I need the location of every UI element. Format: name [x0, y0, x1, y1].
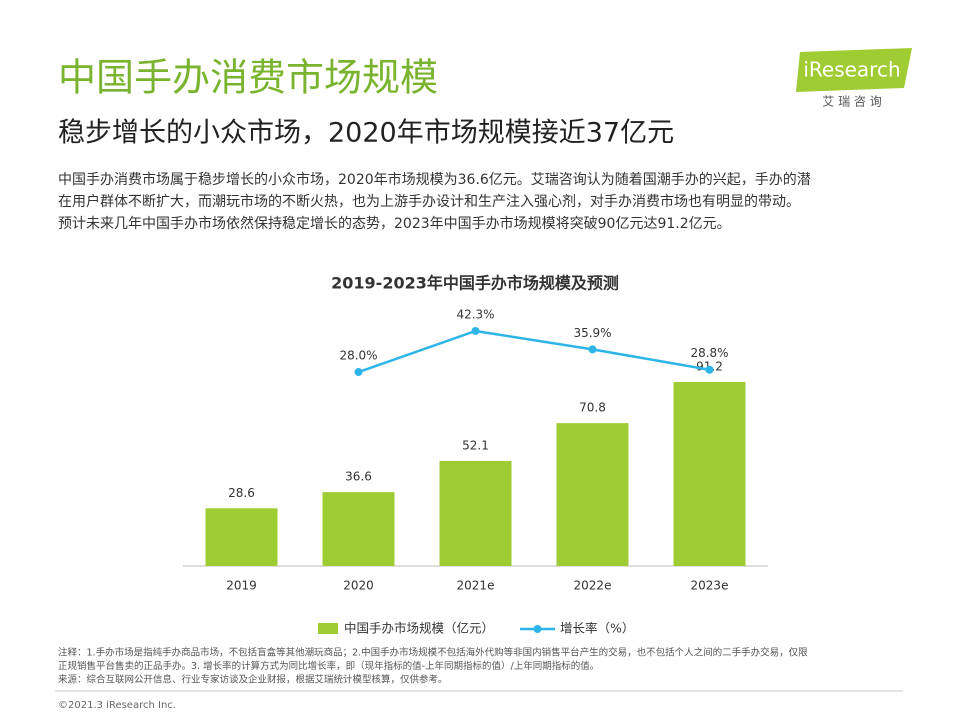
page-title: 中国手办消费市场规模 — [58, 56, 438, 100]
growth-label: 42.3% — [456, 308, 494, 322]
bar — [673, 382, 746, 566]
bar-label: 28.6 — [228, 486, 255, 500]
bar-label: 52.1 — [462, 438, 489, 452]
bar-label: 36.6 — [345, 470, 372, 484]
paragraph-line: 预计未来几年中国手办市场依然保持稳定增长的态势，2023年中国手办市场规模将突破… — [58, 215, 731, 232]
bar — [205, 508, 278, 566]
legend-dot — [533, 625, 542, 633]
bar — [322, 492, 395, 566]
bar — [439, 460, 512, 566]
x-tick-label: 2020 — [343, 579, 374, 593]
note-line: 正规销售平台售卖的正品手办。3. 增长率的计算方式为同比增长率，即（现年指标的值… — [58, 660, 599, 672]
growth-label: 28.8% — [690, 346, 728, 360]
note-line: 来源：综合互联网公开信息、行业专家访谈及企业财报，根据艾瑞统计模型核算，仅供参考… — [58, 674, 448, 686]
bar — [556, 423, 629, 566]
paragraph-line: 中国手办消费市场属于稳步增长的小众市场，2020年市场规模为36.6亿元。艾瑞咨… — [58, 171, 811, 188]
x-tick-label: 2023e — [691, 579, 729, 593]
page-subtitle: 稳步增长的小众市场，2020年市场规模接近37亿元 — [58, 118, 674, 149]
growth-label: 35.9% — [573, 326, 611, 340]
logo-shape — [796, 48, 912, 92]
logo-brand: iResearch — [803, 58, 900, 82]
copyright: ©2021.3 iResearch Inc. — [58, 700, 176, 711]
paragraph-line: 在用户群体不断扩大，而潮玩市场的不断火热，也为上游手办设计和生产注入强心剂，对手… — [58, 193, 800, 210]
paragraph: 中国手办消费市场属于稳步增长的小众市场，2020年市场规模为36.6亿元。艾瑞咨… — [58, 171, 811, 232]
x-tick-label: 2019 — [226, 579, 257, 593]
logo-cn: 艾 瑞 咨 询 — [822, 94, 881, 109]
legend-label: 中国手办市场规模（亿元） — [344, 621, 494, 636]
chart: 201920202021e2022e2023e28.636.652.170.89… — [205, 308, 746, 636]
bar-label: 70.8 — [579, 401, 606, 415]
growth-label: 28.0% — [339, 349, 377, 363]
growth-point — [705, 365, 714, 374]
growth-point — [354, 368, 363, 377]
growth-line — [358, 329, 710, 374]
x-tick-label: 2021e — [457, 579, 495, 593]
x-tick-label: 2022e — [574, 579, 612, 593]
legend-label: 增长率（%） — [560, 621, 634, 636]
chart-title: 2019-2023年中国手办市场规模及预测 — [331, 274, 619, 293]
growth-point — [588, 345, 597, 354]
growth-point — [471, 327, 480, 335]
legend-swatch — [318, 623, 338, 634]
note-line: 注释：1.手办市场是指纯手办商品市场，不包括盲盒等其他潮玩商品；2.中国手办市场… — [58, 647, 808, 659]
notes: 注释：1.手办市场是指纯手办商品市场，不包括盲盒等其他潮玩商品；2.中国手办市场… — [58, 647, 808, 686]
